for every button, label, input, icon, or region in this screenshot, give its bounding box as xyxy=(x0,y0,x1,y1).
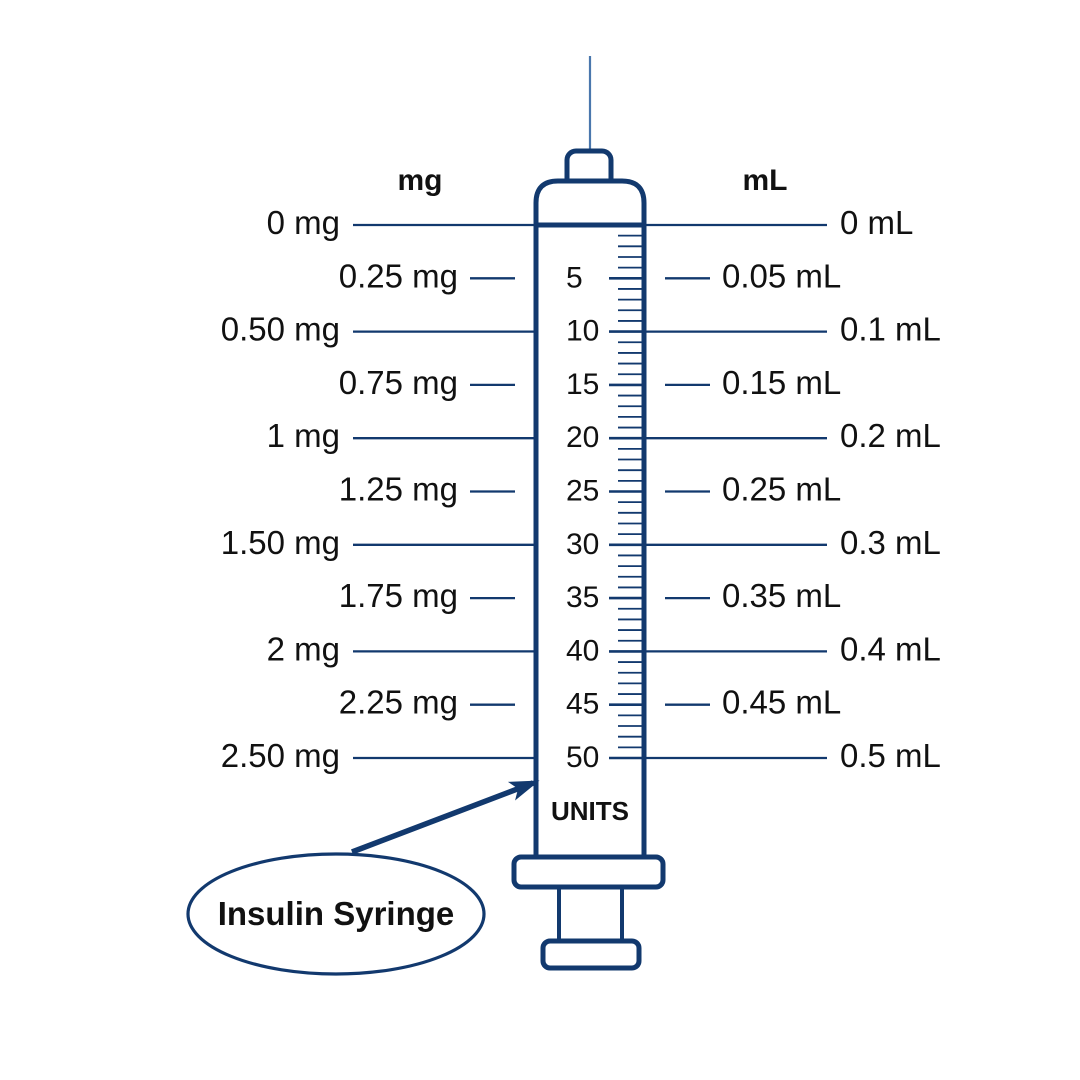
svg-text:35: 35 xyxy=(566,581,599,614)
svg-text:2.25 mg: 2.25 mg xyxy=(339,684,458,721)
svg-text:0.1 mL: 0.1 mL xyxy=(840,311,941,348)
svg-text:0.2 mL: 0.2 mL xyxy=(840,417,941,454)
svg-text:0.45 mL: 0.45 mL xyxy=(722,684,841,721)
svg-text:0.25 mL: 0.25 mL xyxy=(722,471,841,508)
svg-text:0.75 mg: 0.75 mg xyxy=(339,364,458,401)
svg-text:UNITS: UNITS xyxy=(551,796,629,826)
svg-text:0.5 mL: 0.5 mL xyxy=(840,737,941,774)
svg-text:0.3 mL: 0.3 mL xyxy=(840,524,941,561)
svg-text:5: 5 xyxy=(566,261,583,294)
svg-text:45: 45 xyxy=(566,688,599,721)
svg-text:mg: mg xyxy=(398,164,443,197)
svg-text:50: 50 xyxy=(566,741,599,774)
svg-text:2.50 mg: 2.50 mg xyxy=(221,737,340,774)
svg-text:0 mg: 0 mg xyxy=(267,204,340,241)
svg-text:10: 10 xyxy=(566,315,599,348)
svg-text:20: 20 xyxy=(566,421,599,454)
svg-text:0.25 mg: 0.25 mg xyxy=(339,257,458,294)
svg-text:0.15 mL: 0.15 mL xyxy=(722,364,841,401)
svg-text:0 mL: 0 mL xyxy=(840,204,913,241)
svg-text:1.75 mg: 1.75 mg xyxy=(339,577,458,614)
svg-text:1.25 mg: 1.25 mg xyxy=(339,471,458,508)
svg-text:mL: mL xyxy=(743,164,788,197)
svg-text:0.35 mL: 0.35 mL xyxy=(722,577,841,614)
svg-text:Insulin Syringe: Insulin Syringe xyxy=(218,895,455,932)
svg-text:1 mg: 1 mg xyxy=(267,417,340,454)
svg-text:40: 40 xyxy=(566,634,599,667)
svg-text:2 mg: 2 mg xyxy=(267,630,340,667)
svg-text:1.50 mg: 1.50 mg xyxy=(221,524,340,561)
svg-text:0.4 mL: 0.4 mL xyxy=(840,630,941,667)
svg-text:0.50 mg: 0.50 mg xyxy=(221,311,340,348)
svg-text:30: 30 xyxy=(566,528,599,561)
svg-text:15: 15 xyxy=(566,368,599,401)
svg-text:25: 25 xyxy=(566,475,599,508)
svg-text:0.05 mL: 0.05 mL xyxy=(722,257,841,294)
